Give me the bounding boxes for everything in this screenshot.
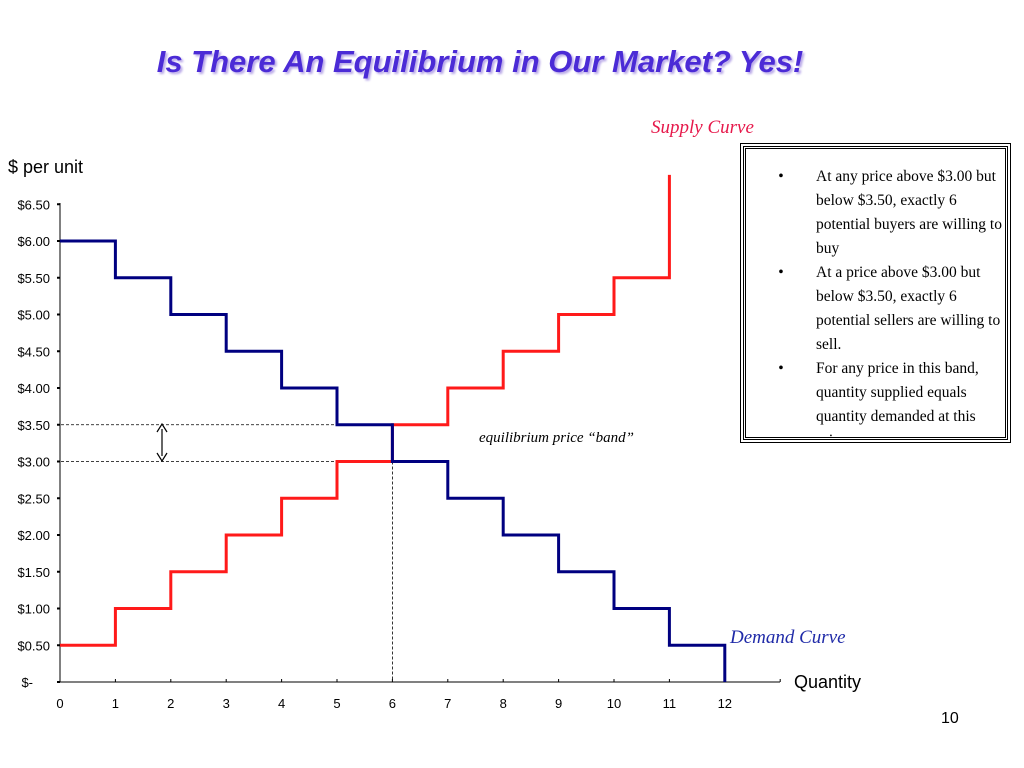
x-tick-label: 3 (223, 696, 230, 711)
y-tick-labels: $- $0.50 $1.00 $1.50 $2.00 $2.50 $3.00 $3.50 $4.… (17, 197, 60, 690)
x-tick-label: 5 (333, 696, 340, 711)
equilibrium-band-label: equilibrium price “band” (479, 430, 634, 446)
x-tick-label: 8 (500, 696, 507, 711)
x-tick-label: 12 (718, 696, 732, 711)
demand-curve-line (60, 239, 727, 682)
chart-axes (59, 203, 780, 683)
note-text: At a price above $3.00 but below $3.50, … (816, 264, 1001, 353)
x-tick-label: 2 (167, 696, 174, 711)
y-tick-label: $0.50 (17, 638, 50, 653)
y-tick-label: $6.00 (17, 234, 50, 249)
x-axis-title: Quantity (794, 672, 861, 692)
y-tick-label: $5.00 (17, 308, 50, 323)
band-double-arrow (156, 422, 168, 463)
demand-curve-label: Demand Curve (729, 627, 846, 648)
page-number: 10 (941, 710, 959, 727)
note-item: • At a price above $3.00 but below $3.50… (746, 261, 1005, 357)
y-tick-label: $5.50 (17, 271, 50, 286)
supply-curve-line (60, 174, 671, 647)
x-tick-label: 4 (278, 696, 285, 711)
bullet: • (778, 264, 784, 281)
y-tick-label: $4.50 (17, 344, 50, 359)
bullet: • (778, 168, 784, 185)
note-item: • For any price in this band, quantity s… (746, 357, 1005, 437)
x-tick-label: 11 (663, 696, 677, 711)
y-tick-label: $1.50 (17, 565, 50, 580)
x-tick-labels: 0 1 2 3 4 5 6 7 8 9 10 11 12 (56, 679, 781, 711)
x-tick-label: 1 (112, 696, 119, 711)
x-tick-label: 6 (389, 696, 396, 711)
y-tick-label: $2.00 (17, 528, 50, 543)
supply-curve-label: Supply Curve (651, 117, 754, 138)
y-tick-label: $- (21, 675, 33, 690)
explanation-box: • At any price above $3.00 but below $3.… (740, 143, 1011, 443)
y-tick-label: $4.00 (17, 381, 50, 396)
chart-series (60, 174, 727, 682)
y-tick-label: $3.00 (17, 455, 50, 470)
x-tick-label: 9 (555, 696, 562, 711)
y-tick-label: $2.50 (17, 491, 50, 506)
y-tick-label: $6.50 (17, 197, 50, 212)
y-axis-title: $ per unit (8, 157, 83, 177)
y-tick-label: $3.50 (17, 418, 50, 433)
y-tick-label: $1.00 (17, 602, 50, 617)
note-item: • At any price above $3.00 but below $3.… (746, 165, 1005, 261)
bullet: • (778, 360, 784, 377)
note-text: For any price in this band, quantity sup… (816, 360, 979, 437)
slide-title: Is There An Equilibrium in Our Market? Y… (156, 44, 804, 79)
x-tick-label: 0 (56, 696, 63, 711)
x-tick-label: 10 (607, 696, 621, 711)
x-tick-label: 7 (444, 696, 451, 711)
note-text: At any price above $3.00 but below $3.50… (816, 168, 1002, 257)
